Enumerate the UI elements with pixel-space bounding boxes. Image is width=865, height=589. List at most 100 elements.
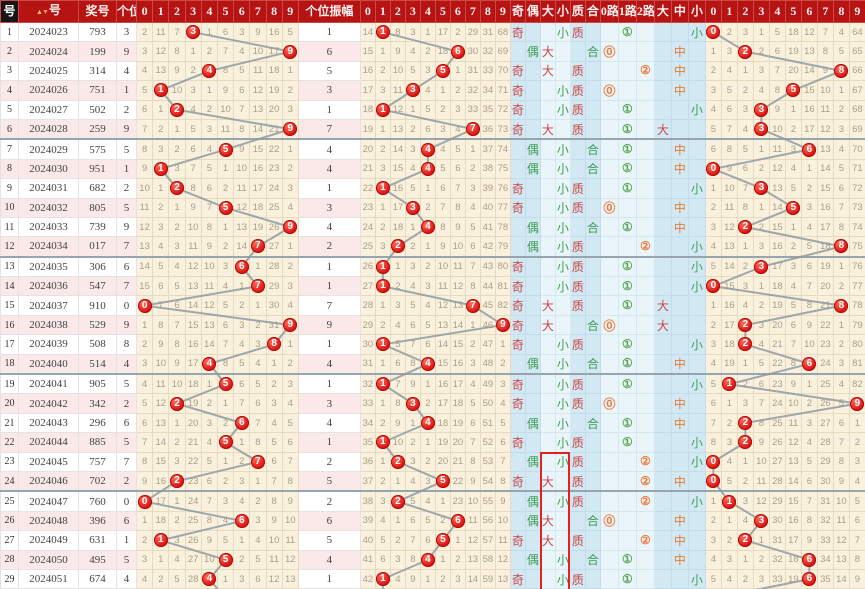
miss-count-cell: 4: [736, 510, 754, 532]
trend-cell: 2: [736, 314, 754, 336]
miss-count-cell: 5: [494, 412, 511, 434]
miss-count-cell: 2: [152, 118, 170, 141]
amplitude-cell: 2: [297, 451, 361, 472]
size-small-cell: 小: [554, 21, 571, 43]
parity-even-cell: [524, 276, 541, 297]
miss-count-cell: 15: [449, 334, 466, 355]
route-1-cell: [617, 530, 637, 551]
miss-count-cell: 1: [135, 314, 154, 336]
miss-count-cell: 1: [216, 158, 235, 180]
dzx-small-cell: [687, 353, 706, 376]
miss-count-cell: 17: [152, 490, 170, 512]
miss-count-cell: 13: [720, 236, 738, 258]
composite-cell: 合: [584, 353, 601, 376]
miss-count-cell: 4: [281, 197, 299, 218]
parity-odd-cell: 奇: [509, 295, 526, 316]
units-digit-cell: 5: [116, 373, 137, 395]
period-cell: 2024050: [18, 549, 79, 570]
miss-count-cell: 12: [200, 295, 218, 316]
miss-count-cell: 5: [768, 21, 786, 43]
miss-count-cell: 1: [389, 256, 406, 278]
miss-count-cell: 3: [168, 530, 186, 551]
miss-count-cell: 5: [464, 216, 481, 238]
miss-count-cell: 10: [135, 178, 154, 199]
size-small-cell: [554, 530, 571, 551]
prize-cell: 342: [78, 393, 117, 414]
header-period-sortable[interactable]: ▲▼号: [18, 0, 79, 23]
dzx-mid-cell: 中: [670, 470, 689, 493]
route-1-cell: [617, 393, 637, 414]
miss-count-cell: 1: [249, 470, 267, 493]
miss-count-cell: 4: [216, 276, 235, 297]
trend-ball: 4: [421, 356, 435, 371]
dzx-small-cell: 小: [687, 178, 706, 199]
miss-count-cell: 11: [135, 197, 154, 218]
miss-count-cell: 18: [720, 334, 738, 355]
miss-count-cell: 15: [152, 451, 170, 472]
miss-count-cell: 2: [265, 373, 283, 395]
miss-count-cell: 3: [404, 256, 421, 278]
amplitude-cell: 3: [297, 80, 361, 101]
table-row: 29 2024051 674 4 4 2 5 28 4 1 3 6 12 13 1 42 1 4 9 1 2 3 14 59 1…: [0, 568, 865, 589]
miss-count-cell: 3: [168, 236, 186, 258]
trend-ball: 0: [706, 279, 721, 294]
trend-cell: 3: [752, 510, 770, 532]
row-number: 19: [0, 373, 19, 395]
prize-cell: 575: [78, 138, 117, 160]
miss-count-cell: 4: [464, 373, 481, 395]
route-1-cell: ①: [617, 138, 637, 160]
miss-count-cell: 76: [848, 256, 865, 278]
miss-count-cell: 1: [736, 236, 754, 258]
miss-count-cell: 1: [389, 470, 406, 493]
miss-count-cell: 3: [720, 432, 738, 453]
miss-count-cell: 2: [216, 412, 235, 434]
units-digit-cell: 5: [116, 549, 137, 570]
miss-count-cell: 13: [784, 451, 802, 472]
miss-count-cell: 9: [800, 530, 818, 551]
miss-count-cell: 13: [152, 60, 170, 82]
trend-ball: 2: [738, 44, 753, 59]
prize-cell: 495: [78, 549, 117, 570]
size-big-cell: [539, 393, 556, 414]
miss-count-cell: 1: [152, 178, 170, 199]
table-row: 16 2024038 529 9 1 8 7 15 13 6 3 2 31 9 9 29 2 4 6 5 13 14 1 46…: [0, 314, 865, 336]
miss-count-cell: 9: [832, 470, 850, 493]
route-0-cell: [599, 60, 619, 82]
miss-count-cell: 48: [479, 353, 496, 376]
miss-count-cell: 5: [419, 510, 436, 532]
trend-cell: 0: [704, 276, 722, 297]
miss-count-cell: 1: [419, 21, 436, 43]
route-0-cell: [599, 295, 619, 316]
size-small-cell: 小: [554, 373, 571, 395]
miss-count-cell: 9: [434, 236, 451, 258]
miss-count-cell: 1: [281, 60, 299, 82]
parity-even-cell: 偶: [524, 451, 541, 472]
header-digit-grid2: 2: [389, 0, 406, 23]
period-cell: 2024036: [18, 276, 79, 297]
dzx-mid-cell: 中: [670, 80, 689, 101]
prime-cell: [569, 158, 586, 180]
trend-cell: 2: [168, 99, 186, 120]
period-cell: 2024024: [18, 41, 79, 62]
prime-cell: [569, 138, 586, 160]
miss-count-cell: 1: [374, 451, 391, 472]
miss-count-cell: 22: [768, 353, 786, 376]
sort-arrows-icon[interactable]: ▲▼: [36, 8, 49, 16]
miss-count-cell: 31: [768, 530, 786, 551]
miss-count-cell: 19: [784, 568, 802, 589]
miss-count-cell: 4: [784, 276, 802, 297]
miss-count-cell: 2: [449, 80, 466, 101]
miss-count-cell: 2: [752, 158, 770, 180]
units-digit-cell: 9: [116, 41, 137, 62]
miss-count-cell: 41: [479, 216, 496, 238]
route-2-cell: [635, 432, 655, 453]
miss-count-cell: 1: [374, 197, 391, 218]
trend-ball: 8: [834, 63, 849, 78]
dzx-small-cell: [687, 60, 706, 82]
miss-count-cell: 1: [704, 41, 722, 62]
amplitude-cell: 1: [297, 256, 361, 278]
miss-count-cell: 5: [704, 118, 722, 141]
miss-count-cell: 11: [281, 530, 299, 551]
miss-count-cell: 2: [404, 432, 421, 453]
miss-count-cell: 74: [494, 138, 511, 160]
